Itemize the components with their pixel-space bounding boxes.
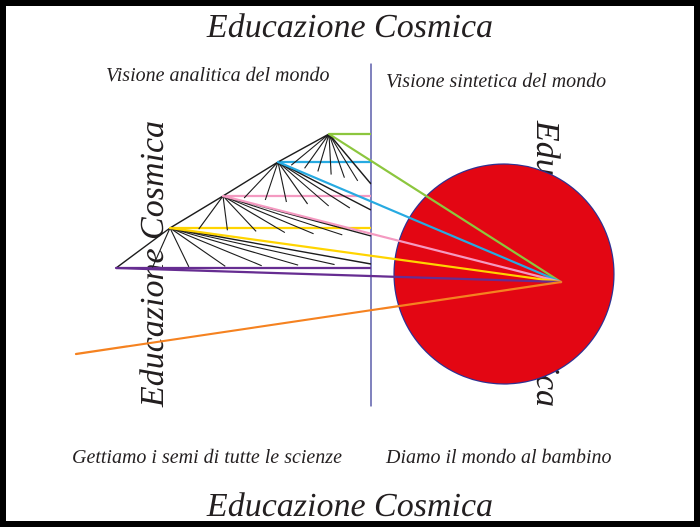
diagram-svg bbox=[6, 6, 694, 521]
diagram-frame: Educazione Cosmica Educazione Cosmica Ed… bbox=[0, 0, 700, 527]
peak-3 bbox=[116, 228, 371, 268]
peak-0 bbox=[278, 134, 371, 184]
